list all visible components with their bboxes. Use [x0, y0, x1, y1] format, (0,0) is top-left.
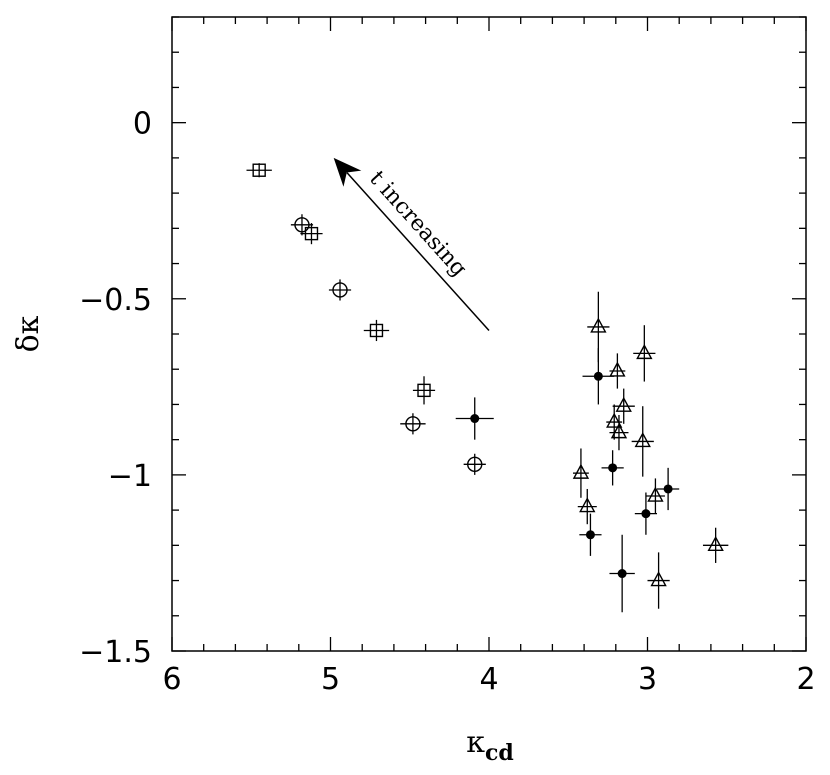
plot-frame [171, 16, 807, 652]
arrow-line [346, 172, 490, 331]
data-point-triangle [645, 478, 665, 514]
data-point-triangle [609, 415, 629, 451]
x-axis-label-main: κ [466, 725, 485, 760]
square-marker [252, 163, 266, 177]
data-point-circle [328, 279, 352, 301]
x-tick-label: 4 [479, 662, 498, 697]
y-tick-label: −1.5 [79, 635, 152, 670]
data-point-triangle [612, 388, 635, 424]
data-point-triangle [702, 527, 729, 563]
y-axis-label: δκ [11, 315, 46, 352]
data-point-circle [400, 413, 426, 435]
y-tick-label: 0 [133, 107, 152, 142]
triangle-marker [579, 497, 596, 513]
triangle-marker [647, 486, 664, 502]
triangle-marker [636, 343, 653, 360]
triangle-marker [610, 423, 628, 439]
data-point-square [412, 376, 436, 405]
filled-marker [470, 414, 480, 424]
filled-marker [585, 530, 595, 540]
triangle-marker [615, 396, 632, 412]
triangle-marker [609, 361, 626, 377]
data-point-triangle [572, 448, 590, 498]
data-point-triangle [609, 353, 626, 389]
square-marker [304, 226, 319, 241]
annotation-label: t increasing [364, 166, 471, 281]
triangle-marker [650, 571, 667, 587]
filled-marker [593, 371, 603, 381]
data-point-filled [455, 397, 494, 440]
axis-tick-labels: 6 5 4 3 2 0 −0.5 −1 −1.5 [79, 107, 815, 697]
data-point-filled [609, 534, 635, 613]
circle-marker [294, 217, 310, 233]
data-point-filled [601, 450, 624, 486]
square-marker [417, 383, 431, 398]
data-point-triangle [577, 488, 597, 525]
y-tick-label: −1 [108, 459, 152, 494]
x-tick-label: 5 [321, 662, 340, 697]
circle-marker [467, 456, 483, 473]
triangle-marker [707, 535, 724, 552]
data-point-triangle [647, 552, 670, 609]
triangle-marker [634, 431, 651, 448]
x-axis-label: κcd [466, 725, 514, 766]
data-point-filled [579, 513, 602, 556]
data-point-square [300, 223, 323, 245]
triangle-marker [590, 317, 607, 333]
axis-ticks [171, 16, 807, 652]
filled-marker [608, 463, 618, 473]
x-axis-label-subscript: cd [485, 740, 514, 766]
triangle-marker [572, 463, 590, 479]
data-point-triangle [633, 325, 656, 382]
filled-marker [663, 484, 673, 494]
data-point-square [246, 163, 272, 178]
data-point-triangle [631, 406, 654, 477]
arrow-head [333, 157, 362, 187]
data-points [246, 163, 729, 613]
data-point-filled [634, 492, 658, 535]
annotation-arrow: t increasing [333, 157, 490, 331]
data-point-triangle [587, 291, 610, 363]
x-tick-label: 6 [162, 662, 181, 697]
data-point-filled [657, 467, 680, 511]
x-tick-label: 2 [796, 662, 815, 697]
data-point-circle [463, 453, 486, 475]
circle-marker [332, 282, 348, 298]
data-point-square [363, 319, 390, 342]
circle-marker [405, 416, 421, 432]
y-tick-label: −0.5 [79, 283, 152, 318]
x-tick-label: 3 [638, 662, 657, 697]
triangle-marker [606, 412, 623, 428]
filled-marker [617, 569, 627, 579]
square-marker [369, 323, 384, 338]
data-point-circle [290, 214, 314, 236]
filled-marker [641, 509, 651, 519]
